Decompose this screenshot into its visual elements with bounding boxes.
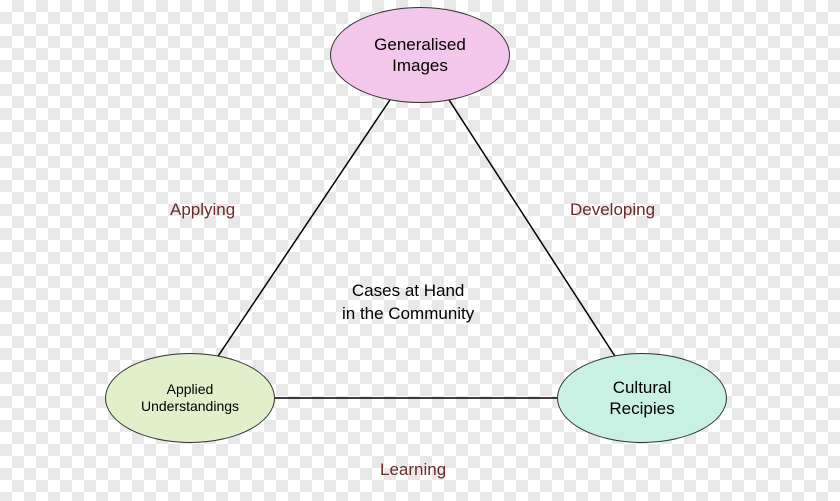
node-label-line2: Recipies xyxy=(609,399,674,418)
center-label-line2: in the Community xyxy=(342,304,474,323)
edge-label-developing: Developing xyxy=(570,200,655,220)
edge-top-left xyxy=(190,55,420,398)
node-applied-understandings: Applied Understandings xyxy=(105,353,275,443)
edge-label-applying: Applying xyxy=(170,200,235,220)
node-cultural-recipies: Cultural Recipies xyxy=(557,353,727,443)
edge-label-learning: Learning xyxy=(380,460,446,480)
node-label-line2: Images xyxy=(392,56,448,75)
node-generalised-images: Generalised Images xyxy=(330,7,510,103)
edge-top-right xyxy=(420,55,642,398)
node-label-line1: Generalised xyxy=(374,35,466,54)
node-label-line1: Applied xyxy=(167,381,214,397)
center-label-line1: Cases at Hand xyxy=(352,281,464,300)
node-label-line2: Understandings xyxy=(141,398,239,414)
center-label: Cases at Hand in the Community xyxy=(342,280,474,326)
node-label-line1: Cultural xyxy=(613,378,672,397)
